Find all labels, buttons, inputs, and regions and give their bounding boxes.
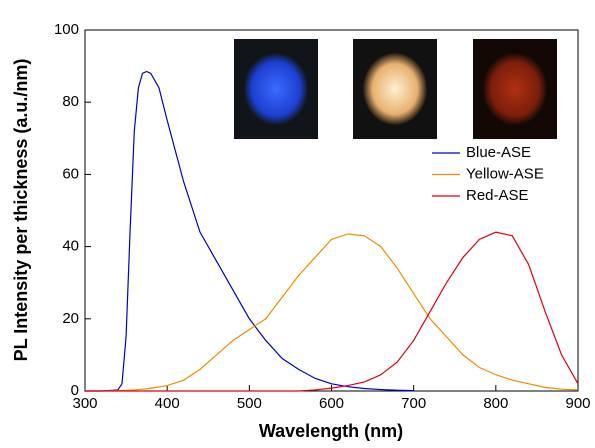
y-tick-label: 100 bbox=[54, 21, 79, 38]
chart: Wavelength (nm) PL Intensity per thickne… bbox=[0, 0, 595, 443]
legend-label: Blue-ASE bbox=[466, 144, 531, 161]
x-tick-label: 600 bbox=[319, 395, 344, 412]
y-tick-label: 0 bbox=[71, 382, 79, 399]
inset-images bbox=[234, 39, 557, 139]
x-axis-label: Wavelength (nm) bbox=[259, 421, 403, 441]
series-line bbox=[85, 234, 578, 391]
y-tick-label: 60 bbox=[62, 165, 79, 182]
series-line bbox=[85, 232, 578, 391]
x-tick-label: 500 bbox=[237, 395, 262, 412]
y-tick-label: 20 bbox=[62, 310, 79, 327]
x-tick-label: 900 bbox=[565, 395, 590, 412]
legend-label: Red-ASE bbox=[466, 187, 529, 204]
x-tick-label: 700 bbox=[401, 395, 426, 412]
y-tick-label: 40 bbox=[62, 238, 79, 255]
x-tick-label: 800 bbox=[483, 395, 508, 412]
y-axis-label: PL Intensity per thickness (a.u./nm) bbox=[11, 59, 31, 362]
x-tick-label: 400 bbox=[155, 395, 180, 412]
y-tick-label: 80 bbox=[62, 93, 79, 110]
legend-label: Yellow-ASE bbox=[466, 165, 544, 182]
